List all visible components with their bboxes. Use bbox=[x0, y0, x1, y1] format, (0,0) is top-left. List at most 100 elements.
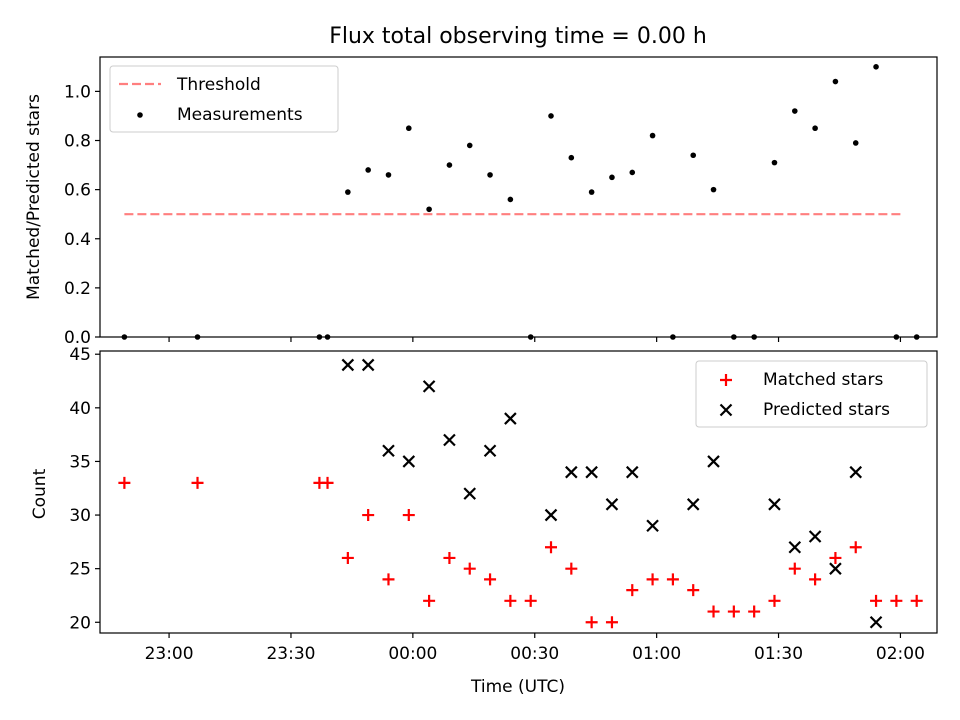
top-series-0-point-14 bbox=[548, 113, 554, 119]
bottom-series-0-point-4 bbox=[341, 551, 354, 564]
top-series-0-point-18 bbox=[629, 169, 636, 176]
top-legend-measurements-swatch bbox=[137, 112, 143, 118]
bottom-series-0-point-20 bbox=[666, 573, 679, 586]
bottom-x-tick-label-3: 00:30 bbox=[510, 644, 559, 664]
bottom-x-tick-label-1: 23:30 bbox=[266, 644, 315, 664]
bottom-series-0-point-27 bbox=[809, 573, 822, 586]
top-series-0-point-30 bbox=[873, 64, 879, 70]
top-series-0-point-12 bbox=[507, 196, 514, 203]
bottom-series-0-point-32 bbox=[910, 594, 923, 607]
bottom-series-0-point-19 bbox=[646, 573, 659, 586]
top-series-0-point-26 bbox=[791, 108, 798, 114]
bottom-series-0-point-28 bbox=[829, 551, 842, 564]
top-y-tick-label-5: 1.0 bbox=[64, 82, 91, 102]
plot-layer: 0.0 0.2 0.4 0.6 0.8 1.0 20 25 30 35 40 45 23:00 23:30… bbox=[64, 56, 938, 664]
top-series-0-point-27 bbox=[812, 125, 818, 132]
top-series-0-point-10 bbox=[466, 142, 473, 149]
bottom-series-1-point-15 bbox=[686, 498, 700, 511]
bottom-series-1-point-13 bbox=[625, 465, 639, 479]
bottom-series-1-point-1 bbox=[361, 358, 375, 372]
top-series-0-point-11 bbox=[487, 172, 493, 178]
bottom-series-0-point-26 bbox=[788, 562, 801, 575]
bottom-y-tick-label-4: 40 bbox=[69, 399, 91, 419]
top-y-tick-label-0: 0.0 bbox=[64, 328, 91, 348]
top-series-0-point-6 bbox=[385, 172, 392, 178]
bottom-series-1-point-10 bbox=[565, 465, 578, 479]
top-y-tick-label-2: 0.4 bbox=[64, 230, 91, 250]
bottom-legend-predicted-label: Predicted stars bbox=[763, 400, 890, 420]
bottom-series-0-point-16 bbox=[585, 616, 598, 629]
bottom-series-0-point-10 bbox=[463, 562, 476, 575]
top-series-0-point-5 bbox=[365, 167, 371, 173]
bottom-series-0-point-7 bbox=[402, 509, 415, 522]
bottom-y-tick-label-5: 45 bbox=[69, 345, 91, 365]
bottom-series-1-point-8 bbox=[504, 412, 517, 425]
bottom-series-1-point-17 bbox=[768, 498, 781, 511]
bottom-y-axis-label: Count bbox=[30, 468, 50, 519]
bottom-series-1-point-4 bbox=[422, 380, 436, 393]
bottom-series-0-point-6 bbox=[382, 573, 395, 586]
bottom-y-tick-label-3: 35 bbox=[69, 452, 91, 472]
bottom-series-1-point-12 bbox=[605, 498, 619, 511]
top-series-0-point-15 bbox=[568, 154, 575, 161]
bottom-series-1-point-14 bbox=[646, 519, 659, 533]
bottom-series-0-point-9 bbox=[443, 551, 456, 564]
top-y-tick-label-4: 0.8 bbox=[64, 132, 91, 152]
top-series-0-point-19 bbox=[649, 132, 656, 139]
bottom-x-tick-label-0: 23:00 bbox=[145, 644, 194, 664]
top-y-axis-label: Matched/Predicted stars bbox=[24, 94, 44, 300]
bottom-series-1-point-19 bbox=[808, 530, 822, 543]
top-series-0-point-7 bbox=[405, 125, 412, 132]
top-series-0-point-4 bbox=[345, 189, 351, 195]
bottom-series-1-point-20 bbox=[829, 562, 842, 575]
bottom-series-0-point-18 bbox=[626, 584, 639, 597]
bottom-series-1-point-22 bbox=[869, 616, 883, 629]
bottom-series-1-point-7 bbox=[483, 444, 497, 457]
top-series-0-point-29 bbox=[852, 140, 859, 146]
bottom-series-0-point-13 bbox=[524, 594, 537, 607]
bottom-series-1-point-6 bbox=[463, 487, 477, 500]
bottom-series-0-point-11 bbox=[484, 573, 497, 586]
top-series-0-point-21 bbox=[690, 152, 697, 159]
bottom-series-1-point-21 bbox=[849, 465, 863, 479]
top-y-tick-label-3: 0.6 bbox=[64, 181, 91, 201]
bottom-legend-matched-label: Matched stars bbox=[763, 370, 883, 390]
top-series-0-point-22 bbox=[710, 186, 717, 193]
bottom-series-0-point-14 bbox=[545, 541, 558, 554]
bottom-series-0-point-15 bbox=[565, 562, 578, 575]
bottom-legend-predicted-swatch bbox=[719, 403, 733, 417]
top-series-0-point-17 bbox=[609, 174, 615, 181]
bottom-series-1-point-3 bbox=[402, 455, 416, 468]
bottom-y-tick-label-0: 20 bbox=[69, 613, 91, 633]
bottom-series-1-point-11 bbox=[585, 465, 598, 479]
bottom-series-0-point-5 bbox=[362, 509, 375, 522]
top-chart-title: Flux total observing time = 0.00 h bbox=[329, 24, 707, 49]
top-series-0-point-8 bbox=[426, 206, 432, 213]
bottom-series-1-point-18 bbox=[788, 540, 802, 554]
top-series-0-point-9 bbox=[446, 162, 453, 168]
bottom-axes-frame bbox=[99, 350, 938, 634]
bottom-series-0-point-30 bbox=[870, 594, 883, 607]
bottom-y-tick-label-1: 25 bbox=[69, 560, 91, 580]
bottom-series-1-point-16 bbox=[707, 455, 720, 468]
bottom-series-0-point-12 bbox=[504, 594, 517, 607]
top-legend-threshold-label: Threshold bbox=[176, 75, 261, 95]
bottom-series-0-point-25 bbox=[768, 594, 781, 607]
bottom-x-axis-label: Time (UTC) bbox=[470, 677, 565, 697]
top-legend-measurements-label: Measurements bbox=[177, 105, 303, 125]
bottom-series-1-point-0 bbox=[341, 358, 355, 372]
bottom-series-0-point-3 bbox=[321, 476, 334, 489]
top-legend-box bbox=[109, 65, 339, 133]
bottom-x-tick-label-6: 02:00 bbox=[876, 644, 925, 664]
bottom-series-0-point-29 bbox=[849, 541, 862, 554]
bottom-series-0-point-17 bbox=[605, 616, 618, 629]
top-series-0-point-28 bbox=[832, 78, 839, 85]
bottom-series-0-point-21 bbox=[687, 584, 700, 597]
bottom-x-tick-label-5: 01:30 bbox=[754, 644, 803, 664]
bottom-y-tick-label-2: 30 bbox=[69, 506, 91, 526]
bottom-series-0-point-0 bbox=[118, 476, 131, 489]
bottom-x-tick-label-4: 01:00 bbox=[632, 644, 681, 664]
bottom-series-1-point-9 bbox=[544, 508, 558, 522]
top-y-tick-label-1: 0.2 bbox=[64, 279, 91, 299]
